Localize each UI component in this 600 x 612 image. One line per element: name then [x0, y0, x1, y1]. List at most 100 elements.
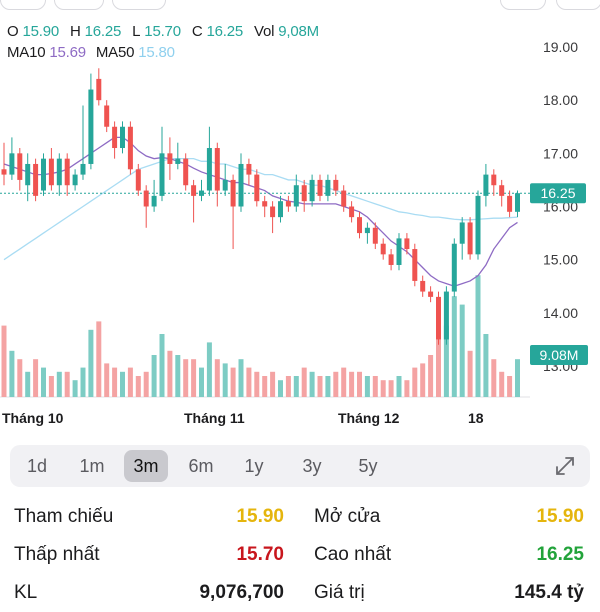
expand-fullscreen-icon[interactable] [554, 455, 576, 477]
candle-body [199, 190, 204, 196]
volume-bar [80, 367, 86, 397]
current-price-tag-label: 16.25 [540, 185, 575, 201]
candle-body [285, 201, 291, 207]
volume-bar [278, 380, 283, 397]
volume-bar [467, 350, 473, 397]
month-label: Tháng 10 [2, 410, 64, 426]
candle-body [230, 179, 236, 207]
candle-body [380, 243, 386, 255]
candle-body [1, 169, 7, 175]
tab-pill-5[interactable] [556, 0, 600, 10]
candle-body [270, 206, 276, 218]
candlestick-chart-svg[interactable]: 19.0018.0017.0016.0015.0014.0013.0016.25… [0, 0, 600, 440]
candle-body [396, 238, 402, 265]
close-key: C [191, 23, 203, 40]
volume-value: 9,076,700 [199, 582, 284, 603]
candle-body [25, 163, 31, 186]
volume-bar [112, 367, 118, 397]
volume-bar [254, 371, 260, 397]
candle-body [167, 153, 173, 164]
volume-bar [167, 350, 173, 397]
candle-body [357, 217, 362, 234]
volume-bar [364, 376, 370, 397]
vol-key: Vol [253, 23, 275, 40]
candle-body [459, 222, 465, 244]
candle-body [451, 243, 457, 292]
range-button-5y[interactable]: 5y [358, 456, 378, 476]
volume-label: KL [14, 582, 38, 603]
price-chart[interactable]: 19.00 18.00 17.00 16.00 15.00 14.00 13.00 16.25… [0, 0, 600, 440]
volume-bar [499, 371, 505, 397]
volume-bar [388, 380, 394, 397]
volume-bar [459, 304, 465, 397]
range-button-3m[interactable]: 3m [124, 450, 168, 482]
candle-body [112, 126, 118, 149]
range-button-3y[interactable]: 3y [302, 456, 322, 476]
current-price-tag [530, 183, 586, 204]
range-button-6m[interactable]: 6m [188, 456, 214, 476]
candle-body [420, 280, 426, 292]
price-tick-label: 19.00 [543, 39, 578, 55]
candle-body [72, 174, 78, 186]
volume-bar [238, 359, 244, 397]
candle-body [436, 296, 441, 340]
volume-bar [333, 371, 339, 397]
top-tab-strip [0, 0, 600, 10]
volume-bar [309, 371, 315, 397]
candle-body [372, 227, 378, 244]
month-label: Tháng 12 [338, 410, 400, 426]
volume-bar [9, 350, 15, 397]
volume-bar [396, 376, 402, 397]
volume-bar [357, 371, 362, 397]
candle-body [293, 185, 299, 207]
candle-body [151, 195, 157, 207]
volume-bar [48, 376, 54, 397]
volume-bar [420, 363, 426, 397]
candle-body [278, 201, 283, 218]
open-value: 15.90 [22, 23, 60, 40]
volume-bar [301, 367, 307, 397]
volume-bar [33, 359, 39, 397]
high-price-value: 16.25 [536, 544, 584, 565]
candle-body [143, 190, 149, 207]
volume-bar [183, 359, 189, 397]
volume-bar [451, 296, 457, 397]
low-value: 15.70 [144, 23, 181, 40]
candle-body [507, 195, 513, 212]
volume-bar [270, 371, 276, 397]
candle-body [491, 174, 497, 186]
candle-body [475, 195, 481, 255]
candle-body [333, 179, 339, 191]
range-button-1m[interactable]: 1m [79, 456, 105, 476]
candle-body [175, 158, 181, 164]
candle-body [317, 179, 323, 196]
range-button-1y[interactable]: 1y [244, 456, 264, 476]
price-tick-label: 18.00 [543, 92, 578, 108]
high-price-label: Cao nhất [314, 544, 392, 565]
ma10-value: 15.69 [49, 44, 86, 61]
range-button-1d[interactable]: 1d [26, 456, 48, 476]
candle-body [238, 163, 244, 207]
month-label: 18 [468, 410, 484, 426]
candle-body [515, 193, 520, 212]
volume-bar [120, 371, 125, 397]
candle-body [64, 158, 70, 186]
volume-bar [25, 371, 31, 397]
volume-bar [341, 367, 347, 397]
candle-body [467, 222, 473, 255]
volume-bar [325, 376, 331, 397]
candle-body [120, 126, 125, 149]
ma-readout: MA10 15.69 MA50 15.80 [7, 44, 175, 61]
ma50-line [3, 157, 518, 261]
candle-body [349, 206, 355, 218]
volume-bar [507, 376, 513, 397]
candle-body [159, 153, 165, 196]
volume-bar [285, 376, 291, 397]
trade-value-label: Giá trị [314, 582, 365, 603]
trade-value-value: 145.4 tỷ [514, 582, 584, 603]
ma10-key: MA10 [7, 44, 46, 61]
candle-body [96, 78, 102, 101]
ohlc-readout: O 15.90 H 16.25 L 15.70 C 16.25 Vol 9,08M [7, 23, 326, 40]
stats-row-1: Tham chiếu 15.90 Mở cửa 15.90 [0, 506, 600, 536]
price-tick-label: 14.00 [543, 305, 578, 321]
